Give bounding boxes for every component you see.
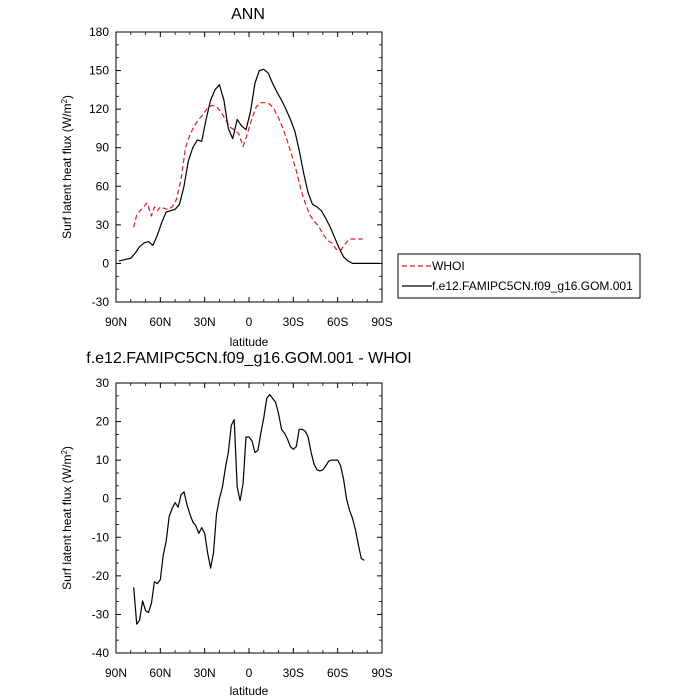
bottom-chart-x-tick-label: 0 [246,666,253,680]
top-chart-x-ticks: 90N 60N 30N 0 30S 60S 90S [105,32,393,329]
top-chart-y-axis-label-tail: ) [60,95,74,99]
top-chart-y-tick-label: 90 [96,141,110,155]
bottom-chart-y-ticks: -40 -30 -20 -10 0 10 20 30 [92,376,382,660]
bottom-chart-x-axis-label: latitude [230,684,269,698]
bottom-chart-y-tick-label: 0 [102,492,109,506]
top-chart-x-tick-label: 30S [283,315,304,329]
top-chart-x-tick-label: 0 [246,315,253,329]
top-chart-x-tick-label: 90N [105,315,127,329]
bottom-chart-y-tick-label: 30 [96,376,110,390]
bottom-chart-y-tick-label: 10 [96,453,110,467]
bottom-chart-y-tick-label: -10 [92,530,110,544]
top-chart-y-ticks: -30 0 30 60 90 120 150 180 [89,25,382,309]
top-chart-y-tick-label: 30 [96,218,110,232]
bottom-chart-x-tick-label: 60N [149,666,171,680]
top-chart-y-axis-label-sup: 2 [60,99,69,104]
bottom-chart-y-axis-label-main: Surf latent heat flux (W/m [60,455,74,590]
bottom-chart-x-tick-label: 90N [105,666,127,680]
top-chart-y-tick-label: 120 [89,102,109,116]
bottom-chart-y-tick-label: -40 [92,646,110,660]
bottom-chart-x-tick-label: 60S [327,666,348,680]
top-chart-y-axis-label-main: Surf latent heat flux (W/m [60,104,74,239]
bottom-chart: f.e12.FAMIPC5CN.f09_g16.GOM.001 - WHOI -… [60,350,412,698]
bottom-chart-x-tick-label: 30S [283,666,304,680]
top-chart-y-tick-label: 0 [102,256,109,270]
top-chart-x-axis-label: latitude [230,335,269,349]
top-chart-plot-area [115,31,383,303]
bottom-chart-x-tick-label: 90S [371,666,392,680]
top-chart-y-axis-label: Surf latent heat flux (W/m2) [60,95,74,239]
bottom-chart-frame [115,382,383,654]
bottom-chart-series-line-0 [133,394,365,625]
top-chart-series [118,68,379,264]
top-chart-series-line-0 [133,102,363,252]
bottom-chart-title: f.e12.FAMIPC5CN.f09_g16.GOM.001 - WHOI [86,350,411,367]
top-chart-y-tick-label: 180 [89,25,109,39]
top-chart-x-tick-label: 30N [194,315,216,329]
top-chart-y-tick-label: 150 [89,64,109,78]
bottom-chart-x-ticks: 90N 60N 30N 0 30S 60S 90S [105,383,393,680]
legend-label-whoi: WHOI [432,259,465,273]
bottom-chart-x-tick-label: 30N [194,666,216,680]
top-chart-y-tick-label: 60 [96,179,110,193]
top-chart-frame [115,31,383,303]
top-chart-x-tick-label: 90S [371,315,392,329]
bottom-chart-y-tick-label: 20 [96,415,110,429]
bottom-chart-y-axis-label-tail: ) [60,446,74,450]
top-chart-title: ANN [231,6,265,23]
top-chart-y-tick-label: -30 [92,295,110,309]
top-chart: ANN -30 0 30 60 90 120 150 180 90N 60N 30N 0 30S 60S… [60,6,393,349]
legend-box [397,253,641,299]
bottom-chart-plot-area [115,382,383,654]
bottom-chart-y-tick-label: -20 [92,569,110,583]
top-chart-x-tick-label: 60N [149,315,171,329]
legend: WHOI f.e12.FAMIPC5CN.f09_g16.GOM.001 [397,253,641,299]
top-chart-series-line-1 [118,68,379,264]
bottom-chart-y-tick-label: -30 [92,607,110,621]
bottom-chart-y-axis-label: Surf latent heat flux (W/m2) [60,446,74,590]
bottom-chart-y-axis-label-sup: 2 [60,450,69,455]
legend-label-model: f.e12.FAMIPC5CN.f09_g16.GOM.001 [432,279,633,293]
bottom-chart-series [133,394,365,625]
top-chart-x-tick-label: 60S [327,315,348,329]
